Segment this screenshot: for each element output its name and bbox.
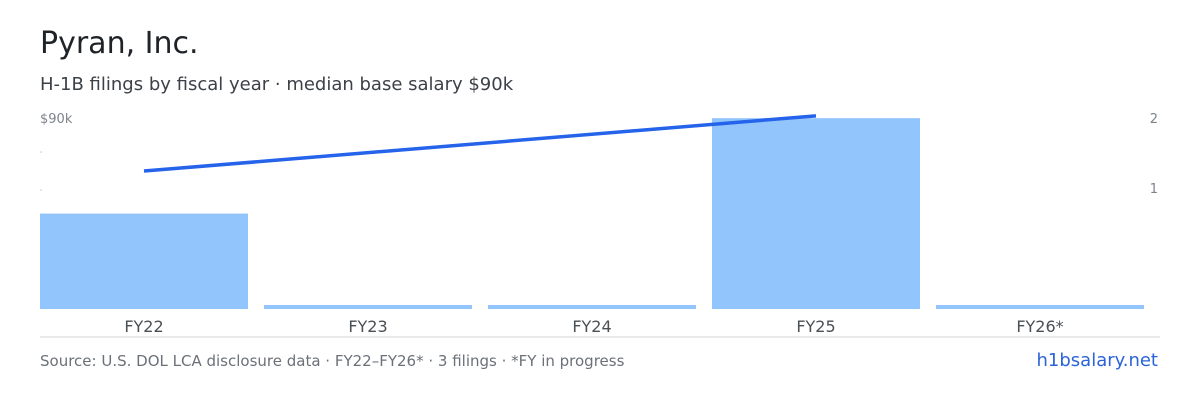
- bar-fy22: [40, 213, 248, 309]
- bar-fy25: [712, 118, 920, 310]
- left-axis-top-label: $90k: [40, 112, 73, 127]
- x-tick-label: FY23: [348, 317, 387, 336]
- x-tick-label: FY26*: [1016, 317, 1063, 336]
- chart-title: Pyran, Inc.: [40, 26, 199, 61]
- source-note: Source: U.S. DOL LCA disclosure data · F…: [40, 352, 625, 370]
- x-tick-label: FY25: [796, 317, 835, 336]
- x-tick-label: FY22: [124, 317, 163, 336]
- bar-fy23: [264, 305, 472, 309]
- bar-fy24: [488, 305, 696, 309]
- x-tick-label: FY24: [572, 317, 611, 336]
- bar-fy26: [936, 305, 1144, 309]
- left-axis-tick: [40, 189, 42, 191]
- right-axis-top-label: 2: [1149, 112, 1158, 127]
- right-axis-mid-label: 1: [1149, 182, 1158, 197]
- median-salary-line: [143, 114, 817, 173]
- chart-subtitle: H-1B filings by fiscal year · median bas…: [40, 74, 514, 95]
- left-axis-tick: [40, 151, 42, 153]
- site-link[interactable]: h1bsalary.net: [1036, 350, 1158, 371]
